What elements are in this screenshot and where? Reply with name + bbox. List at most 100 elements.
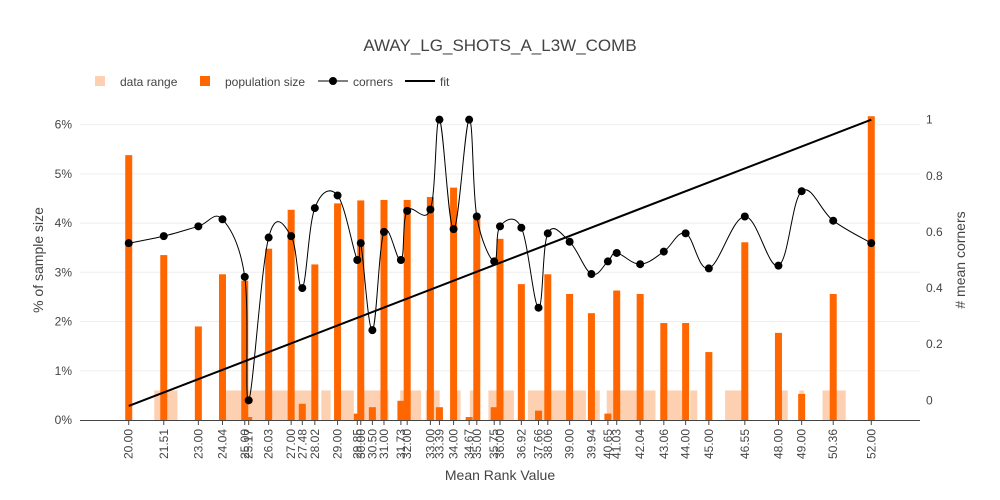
y-tick-label: 1%: [55, 364, 73, 378]
y2-tick-label: 0.8: [926, 169, 943, 183]
data-range-rect: [321, 390, 331, 420]
corners-point: [496, 222, 504, 231]
corners-point: [681, 229, 690, 238]
x-tick-label: 44.00: [679, 429, 693, 459]
x-tick-label: 34.00: [447, 429, 461, 459]
x-tick-label: 49.00: [795, 429, 809, 459]
x-tick-label: 48.00: [771, 429, 785, 459]
x-tick-label: 25.17: [242, 429, 256, 459]
population-bar: [774, 332, 782, 420]
population-bar: [613, 290, 621, 420]
x-tick-label: 34.67: [462, 429, 476, 459]
population-bar: [636, 293, 644, 420]
corners-point: [403, 206, 412, 215]
population-bar: [426, 196, 434, 420]
x-tick-label: 21.51: [157, 429, 171, 459]
legend-swatch-population-size: [200, 76, 210, 86]
population-bar: [357, 200, 365, 420]
corners-point: [704, 264, 713, 273]
legend-label: data range: [120, 75, 178, 89]
corners-point: [774, 261, 783, 270]
y2-tick-label: 0.2: [926, 337, 943, 351]
legend-swatch-corners-marker: [329, 77, 337, 85]
population-bar: [298, 403, 306, 420]
population-bar: [544, 274, 552, 420]
corners-line-layer: [124, 115, 876, 405]
y-tick-label: 4%: [55, 216, 73, 230]
corners-point: [194, 222, 203, 231]
data-range-rect: [337, 390, 354, 420]
x-tick-label: 43.06: [657, 429, 671, 459]
y-axis-title: % of sample size: [30, 207, 46, 313]
population-bar: [368, 407, 376, 420]
corners-point: [612, 248, 621, 257]
x-tick-label: 27.00: [284, 429, 298, 459]
x-tick-label: 30.50: [365, 429, 379, 459]
population-bar: [125, 155, 133, 420]
x-tick-label: 29.85: [350, 429, 364, 459]
corners-point: [368, 326, 377, 335]
x-tick-label: 20.00: [122, 429, 136, 459]
x-tick-label: 24.04: [215, 429, 229, 459]
x-tick-label: 45.00: [702, 429, 716, 459]
population-bar: [682, 323, 690, 420]
population-bar: [517, 284, 525, 420]
corners-point: [534, 303, 543, 312]
corners-point: [396, 256, 405, 264]
x-tick-label: 36.92: [514, 429, 528, 459]
corners-point: [379, 227, 388, 236]
population-bar: [218, 274, 226, 420]
x-tick-label: 35.00: [470, 429, 484, 459]
legend: data range population size corners fit: [95, 75, 450, 89]
population-bar: [705, 352, 713, 420]
population-bar: [490, 407, 498, 420]
population-bar: [566, 293, 574, 420]
population-bar: [265, 248, 273, 420]
y2-tick-label: 0.4: [926, 281, 943, 295]
corners-point: [465, 115, 474, 124]
corners-point: [310, 204, 319, 213]
x-tick-label: 33.00: [423, 429, 437, 459]
corners-point: [435, 115, 444, 124]
y2-tick-label: 0: [926, 393, 933, 407]
x-tick-label: 32.00: [400, 429, 414, 459]
y-tick-label: 5%: [55, 167, 73, 181]
y2-tick-label: 1: [926, 113, 933, 127]
x-tick-label: 27.48: [295, 429, 309, 459]
x-tick-label: 37.66: [532, 429, 546, 459]
corners-point: [829, 216, 838, 225]
x-tick-label: 23.00: [191, 429, 205, 459]
population-bars-layer: [125, 116, 875, 420]
corners-point: [490, 257, 499, 266]
population-bar: [496, 238, 504, 420]
population-bar: [604, 413, 612, 420]
y-tick-label: 6%: [55, 118, 73, 132]
corners-point: [659, 247, 668, 256]
legend-label: fit: [440, 75, 450, 89]
x-tick-label: 52.00: [864, 429, 878, 459]
x-tick-label: 36.00: [493, 429, 507, 459]
data-range-rect: [590, 390, 600, 420]
population-bar: [241, 280, 249, 420]
population-bar: [465, 417, 473, 420]
x-tick-label: 31.73: [394, 429, 408, 459]
corners-point: [159, 232, 168, 241]
corners-point: [240, 272, 249, 281]
data-range-rect: [690, 390, 698, 420]
data-range-rect: [363, 390, 373, 420]
corners-point: [298, 284, 307, 293]
data-range-rect: [469, 390, 475, 420]
corners-point: [353, 256, 362, 264]
corners-point: [636, 260, 645, 269]
corners-point: [124, 239, 133, 248]
population-bar: [194, 326, 202, 420]
corners-point: [264, 233, 273, 242]
population-bar: [473, 219, 481, 420]
population-bar: [160, 255, 168, 420]
data-range-rect: [606, 390, 640, 420]
x-tick-label: 39.00: [563, 429, 577, 459]
chart-title: AWAY_LG_SHOTS_A_L3W_COMB: [363, 36, 636, 55]
population-bar: [334, 203, 342, 420]
corners-point: [449, 225, 458, 234]
x-tick-label: 33.39: [432, 429, 446, 459]
